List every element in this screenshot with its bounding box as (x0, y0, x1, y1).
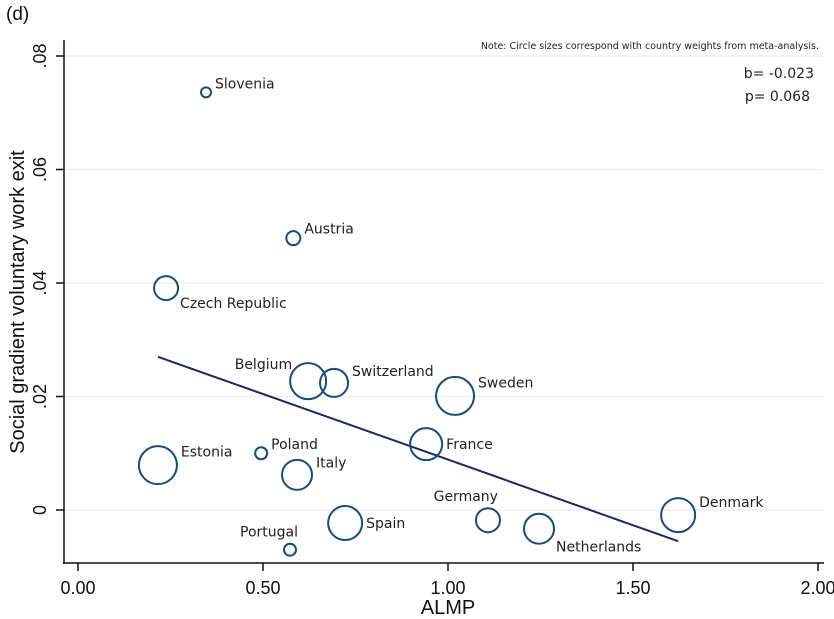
point-label-belgium: Belgium (235, 357, 292, 373)
point-label-slovenia: Slovenia (215, 77, 275, 93)
y-axis-ticks: 0 .02 .04 .06 .08 (30, 43, 64, 515)
point-netherlands (523, 512, 556, 545)
point-estonia (137, 445, 178, 486)
point-label-france: France (446, 437, 493, 453)
point-czech-republic (153, 275, 180, 302)
y-tick-label: .02 (30, 384, 50, 409)
point-label-poland: Poland (271, 437, 318, 453)
point-germany (474, 507, 501, 534)
x-axis-title: ALMP (421, 597, 475, 619)
point-denmark (660, 497, 697, 534)
point-slovenia (200, 86, 213, 99)
point-label-estonia: Estonia (181, 445, 233, 461)
point-switzerland (319, 367, 350, 398)
point-label-austria: Austria (304, 222, 353, 238)
point-belgium (289, 362, 328, 401)
point-italy (281, 458, 314, 491)
x-axis-ticks: 0.00 0.50 1.00 1.50 2.00 (60, 563, 834, 598)
point-poland (254, 446, 269, 461)
point-label-portugal: Portugal (240, 525, 298, 541)
point-portugal (283, 542, 298, 557)
point-label-switzerland: Switzerland (352, 364, 434, 380)
x-tick-label: 1.00 (430, 578, 465, 598)
x-tick-label: 2.00 (800, 578, 834, 598)
x-tick-label: 0.00 (60, 578, 95, 598)
point-spain (327, 505, 364, 542)
x-tick-label: 0.50 (245, 578, 280, 598)
stat-b: b= -0.023 (744, 66, 814, 82)
point-label-germany: Germany (434, 489, 498, 505)
point-label-sweden: Sweden (478, 375, 533, 391)
y-tick-label: .08 (30, 43, 50, 68)
point-sweden (435, 375, 476, 416)
point-austria (285, 230, 302, 247)
point-label-denmark: Denmark (699, 495, 764, 511)
point-label-italy: Italy (316, 456, 346, 472)
x-tick-label: 1.50 (615, 578, 650, 598)
fit-line (157, 355, 679, 543)
chart-note: Note: Circle sizes correspond with count… (481, 41, 819, 52)
data-points: Slovenia Austria Czech Republic Belgium Swit… (137, 77, 764, 557)
point-france (409, 427, 444, 462)
y-axis-title: Social gradient voluntary work exit (7, 150, 29, 454)
y-tick-label: .04 (30, 270, 50, 295)
point-label-netherlands: Netherlands (556, 540, 641, 556)
stat-p: p= 0.068 (745, 89, 810, 105)
point-label-czech-republic: Czech Republic (180, 296, 287, 312)
y-tick-label: 0 (30, 505, 50, 515)
point-label-spain: Spain (366, 516, 405, 532)
gridlines (65, 55, 823, 511)
y-tick-label: .06 (30, 157, 50, 182)
panel-label: (d) (6, 4, 29, 25)
